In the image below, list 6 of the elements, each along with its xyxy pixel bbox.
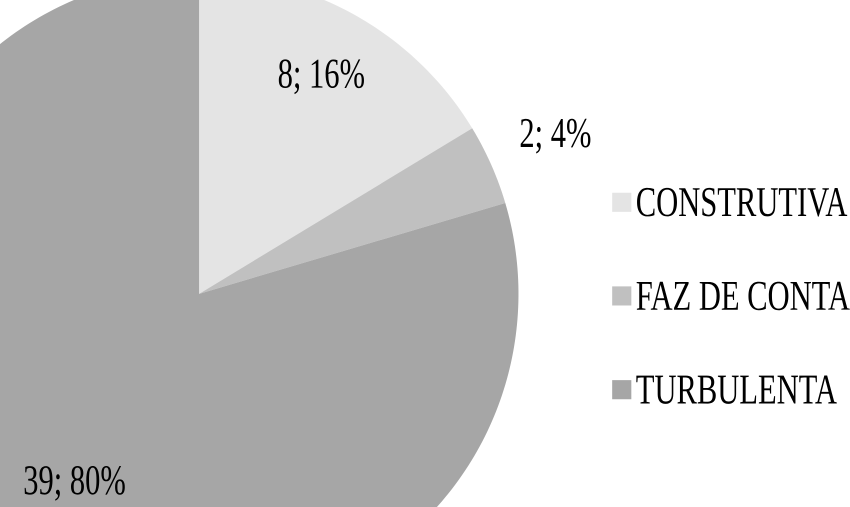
- data-label: 39; 80%: [24, 466, 125, 501]
- data-label: 2; 4%: [520, 118, 590, 154]
- legend-label: FAZ DE CONTA: [636, 282, 850, 310]
- legend-label: CONSTRUTIVA: [637, 188, 848, 217]
- legend-label: TURBULENTA: [636, 376, 837, 404]
- data-label: 8; 16%: [278, 60, 364, 94]
